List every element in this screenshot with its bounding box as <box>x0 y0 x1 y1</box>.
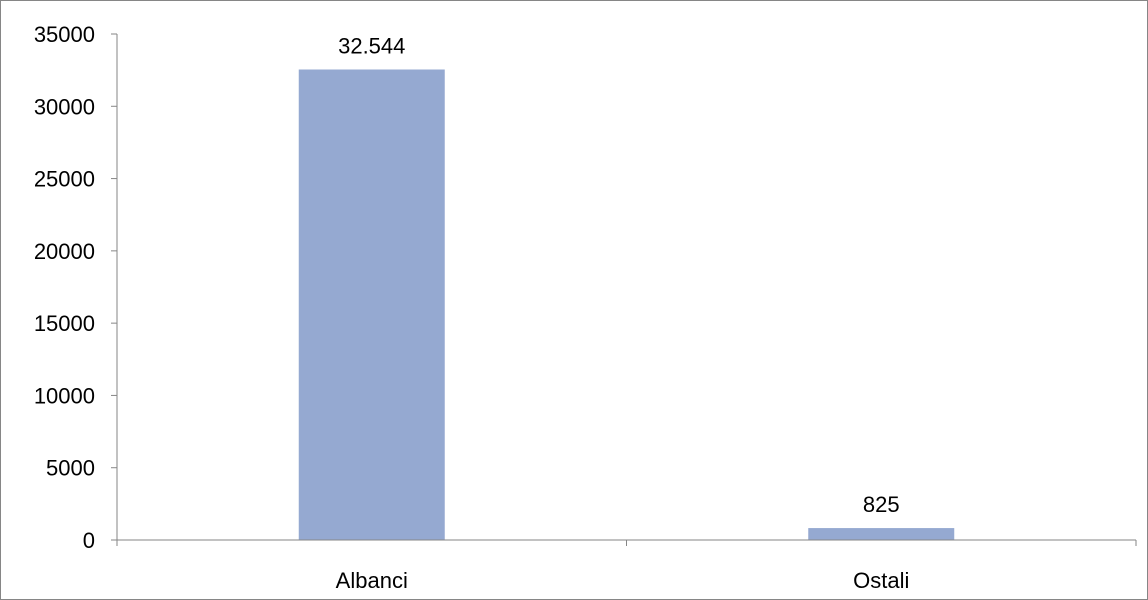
data-label: 32.544 <box>338 34 405 59</box>
data-label: 825 <box>863 492 900 517</box>
y-tick-label: 30000 <box>34 94 95 119</box>
y-tick-label: 25000 <box>34 167 95 192</box>
axes <box>116 34 1137 546</box>
y-axis-ticks: 0 5000 10000 15000 20000 25000 30000 35000 <box>34 22 117 553</box>
y-tick-label: 35000 <box>34 22 95 47</box>
bar-ostali <box>808 528 955 540</box>
y-tick-label: 20000 <box>34 239 95 264</box>
y-tick-label: 15000 <box>34 311 95 336</box>
x-tick-label: Ostali <box>853 568 909 593</box>
y-tick-label: 10000 <box>34 383 95 408</box>
x-tick-label: Albanci <box>336 568 408 593</box>
y-tick-label: 5000 <box>46 456 95 481</box>
y-tick-label: 0 <box>83 528 95 553</box>
data-labels: 32.544 825 <box>338 34 900 518</box>
bars <box>298 69 955 540</box>
bar-albanci <box>298 69 445 540</box>
x-axis-tick-labels: Albanci Ostali <box>336 568 910 593</box>
